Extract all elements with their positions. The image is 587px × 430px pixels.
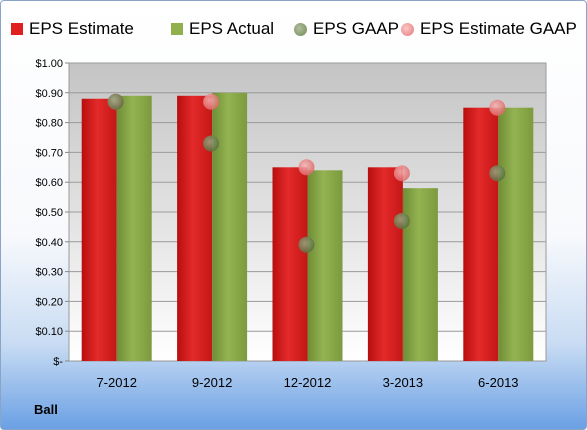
y-tick-label: $1.00 — [35, 58, 63, 70]
legend-item-eps-estimate-gaap: EPS Estimate GAAP — [401, 15, 577, 43]
y-tick-label: $0.80 — [35, 118, 63, 130]
bar-eps-estimate — [272, 167, 308, 361]
bar-eps-actual — [402, 188, 438, 361]
legend-label-eps-estimate-gaap: EPS Estimate GAAP — [420, 19, 577, 38]
legend-item-eps-actual: EPS Actual — [171, 15, 274, 43]
legend-swatch-eps-estimate — [11, 23, 23, 35]
legend-item-eps-estimate: EPS Estimate — [11, 15, 134, 43]
legend-label-eps-actual: EPS Actual — [189, 19, 275, 38]
y-tick-label: $0.30 — [35, 267, 63, 279]
point-eps-gaap — [203, 135, 220, 152]
point-eps-estimate-gaap — [298, 159, 315, 176]
y-tick-label: $0.70 — [35, 147, 63, 159]
x-tick-label: 12-2012 — [284, 375, 332, 390]
legend: EPS Estimate EPS Actual EPS GAAP EPS Est… — [1, 15, 586, 43]
point-eps-estimate-gaap — [393, 165, 410, 182]
point-eps-estimate-gaap — [489, 99, 506, 116]
legend-item-eps-gaap: EPS GAAP — [294, 15, 399, 43]
y-tick-label: $- — [53, 356, 63, 368]
x-tick-label: 3-2013 — [383, 375, 423, 390]
y-tick-label: $0.20 — [35, 296, 63, 308]
legend-label-eps-estimate: EPS Estimate — [29, 19, 134, 38]
y-tick-label: $0.60 — [35, 177, 63, 189]
y-tick-label: $0.40 — [35, 237, 63, 249]
x-tick-label: 7-2012 — [96, 375, 136, 390]
x-tick-label: 9-2012 — [192, 375, 232, 390]
y-tick-label: $0.50 — [35, 207, 63, 219]
bar-eps-actual — [498, 107, 534, 361]
company-label: Ball — [34, 402, 58, 417]
x-tick-label: 6-2013 — [478, 375, 518, 390]
y-tick-label: $0.10 — [35, 326, 63, 338]
point-eps-gaap — [298, 236, 315, 253]
bar-eps-actual — [307, 170, 343, 361]
legend-marker-eps-estimate-gaap — [401, 22, 414, 36]
legend-label-eps-gaap: EPS GAAP — [313, 19, 399, 38]
bar-eps-estimate — [367, 167, 403, 361]
legend-marker-eps-gaap — [294, 22, 307, 36]
bar-eps-actual — [212, 92, 248, 362]
point-eps-gaap — [107, 93, 124, 110]
point-eps-estimate-gaap — [203, 93, 220, 110]
bar-eps-estimate — [81, 98, 117, 361]
point-eps-gaap — [393, 212, 410, 229]
bar-eps-estimate — [463, 107, 499, 361]
y-tick-label: $0.90 — [35, 88, 63, 100]
legend-swatch-eps-actual — [171, 23, 183, 35]
bar-eps-estimate — [177, 95, 213, 361]
bar-eps-actual — [116, 95, 152, 361]
point-eps-gaap — [489, 165, 506, 182]
